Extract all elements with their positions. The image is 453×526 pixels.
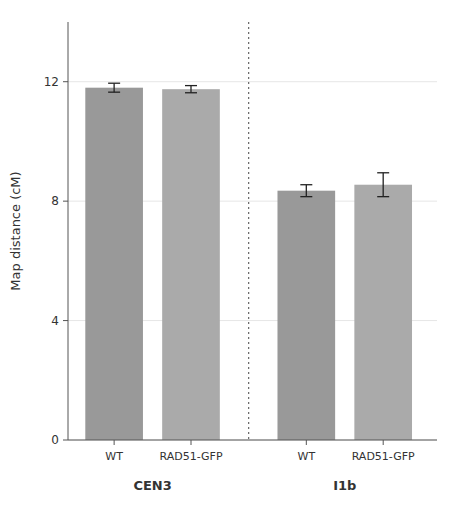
error-bar — [108, 83, 120, 92]
error-bar — [185, 86, 197, 93]
y-tick-label: 8 — [51, 194, 59, 208]
bar — [162, 89, 220, 440]
error-line — [383, 173, 384, 197]
bar — [85, 88, 143, 440]
group-divider — [248, 22, 249, 440]
y-tick-label: 4 — [51, 314, 59, 328]
error-bar — [377, 173, 389, 197]
error-line — [306, 185, 307, 197]
y-axis-label: Map distance (cM) — [8, 171, 23, 290]
y-tick-label: 0 — [51, 433, 59, 447]
error-cap — [185, 85, 197, 86]
error-line — [113, 83, 114, 92]
x-tick — [114, 440, 115, 445]
grid-line — [68, 81, 437, 82]
error-cap — [108, 92, 120, 93]
chart: 0 4 8 12 WT RAD51-GFP WT RAD51-GFP CEN3 I1b Map di… — [0, 0, 453, 526]
y-axis — [68, 22, 69, 440]
x-tick — [306, 440, 307, 445]
x-axis — [68, 440, 437, 441]
x-tick-label: RAD51-GFP — [352, 450, 415, 463]
bars — [85, 83, 412, 440]
bar — [277, 191, 335, 440]
y-tick — [63, 320, 68, 321]
error-cap — [300, 184, 312, 185]
x-tick-label: RAD51-GFP — [159, 450, 222, 463]
error-cap — [108, 83, 120, 84]
x-tick-label: WT — [298, 450, 316, 463]
grid-line — [68, 440, 437, 441]
x-tick — [191, 440, 192, 445]
group-label: I1b — [333, 478, 356, 493]
error-cap — [300, 196, 312, 197]
error-cap — [377, 196, 389, 197]
error-cap — [377, 172, 389, 173]
y-tick-label: 12 — [44, 75, 59, 89]
error-line — [190, 86, 191, 93]
bar — [354, 185, 412, 440]
x-tick-label: WT — [105, 450, 123, 463]
y-tick — [63, 201, 68, 202]
error-cap — [185, 92, 197, 93]
y-tick — [63, 440, 68, 441]
y-tick — [63, 81, 68, 82]
x-tick — [383, 440, 384, 445]
group-label: CEN3 — [133, 478, 171, 493]
error-bar — [300, 185, 312, 197]
